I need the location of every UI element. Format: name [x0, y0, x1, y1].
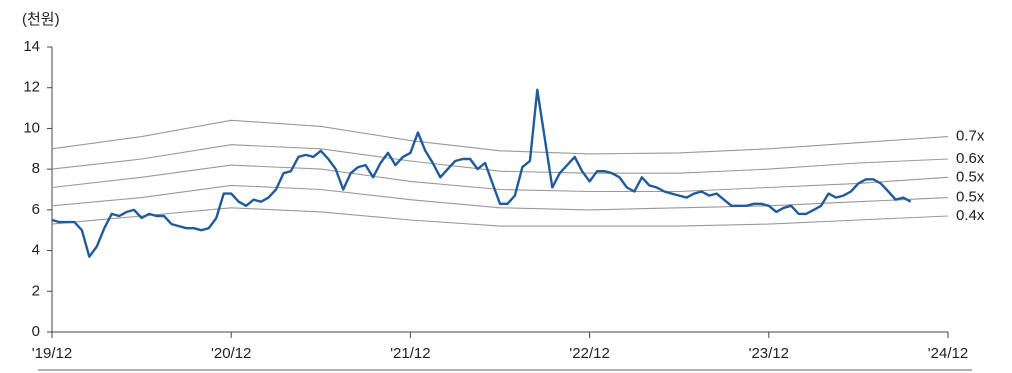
x-tick-label: '21/12 [390, 345, 430, 362]
x-tick-label: '22/12 [569, 345, 609, 362]
band-line [51, 164, 949, 193]
x-tick-label: '19/12 [32, 345, 72, 362]
price-line [51, 88, 912, 258]
y-tick-label: 14 [23, 38, 40, 55]
band-line [51, 207, 949, 227]
band-line [51, 119, 949, 155]
band-label: 0.6x [956, 150, 985, 167]
x-tick-label: '24/12 [928, 345, 968, 362]
band-line [51, 184, 949, 211]
band-line [51, 144, 949, 174]
y-tick-label: 10 [23, 119, 40, 136]
y-tick-label: 6 [32, 201, 40, 218]
y-tick-label: 12 [23, 79, 40, 96]
y-tick-label: 4 [32, 242, 40, 259]
y-tick-label: 0 [32, 323, 40, 340]
y-axis-label: (천원) [22, 11, 60, 28]
y-tick-label: 8 [32, 160, 40, 177]
band-label: 0.4x [956, 207, 985, 224]
band-label: 0.5x [956, 189, 985, 206]
y-tick-label: 2 [32, 282, 40, 299]
band-label: 0.7x [956, 128, 985, 145]
band-label: 0.5x [956, 168, 985, 185]
x-tick-label: '23/12 [749, 345, 789, 362]
x-tick-label: '20/12 [211, 345, 251, 362]
